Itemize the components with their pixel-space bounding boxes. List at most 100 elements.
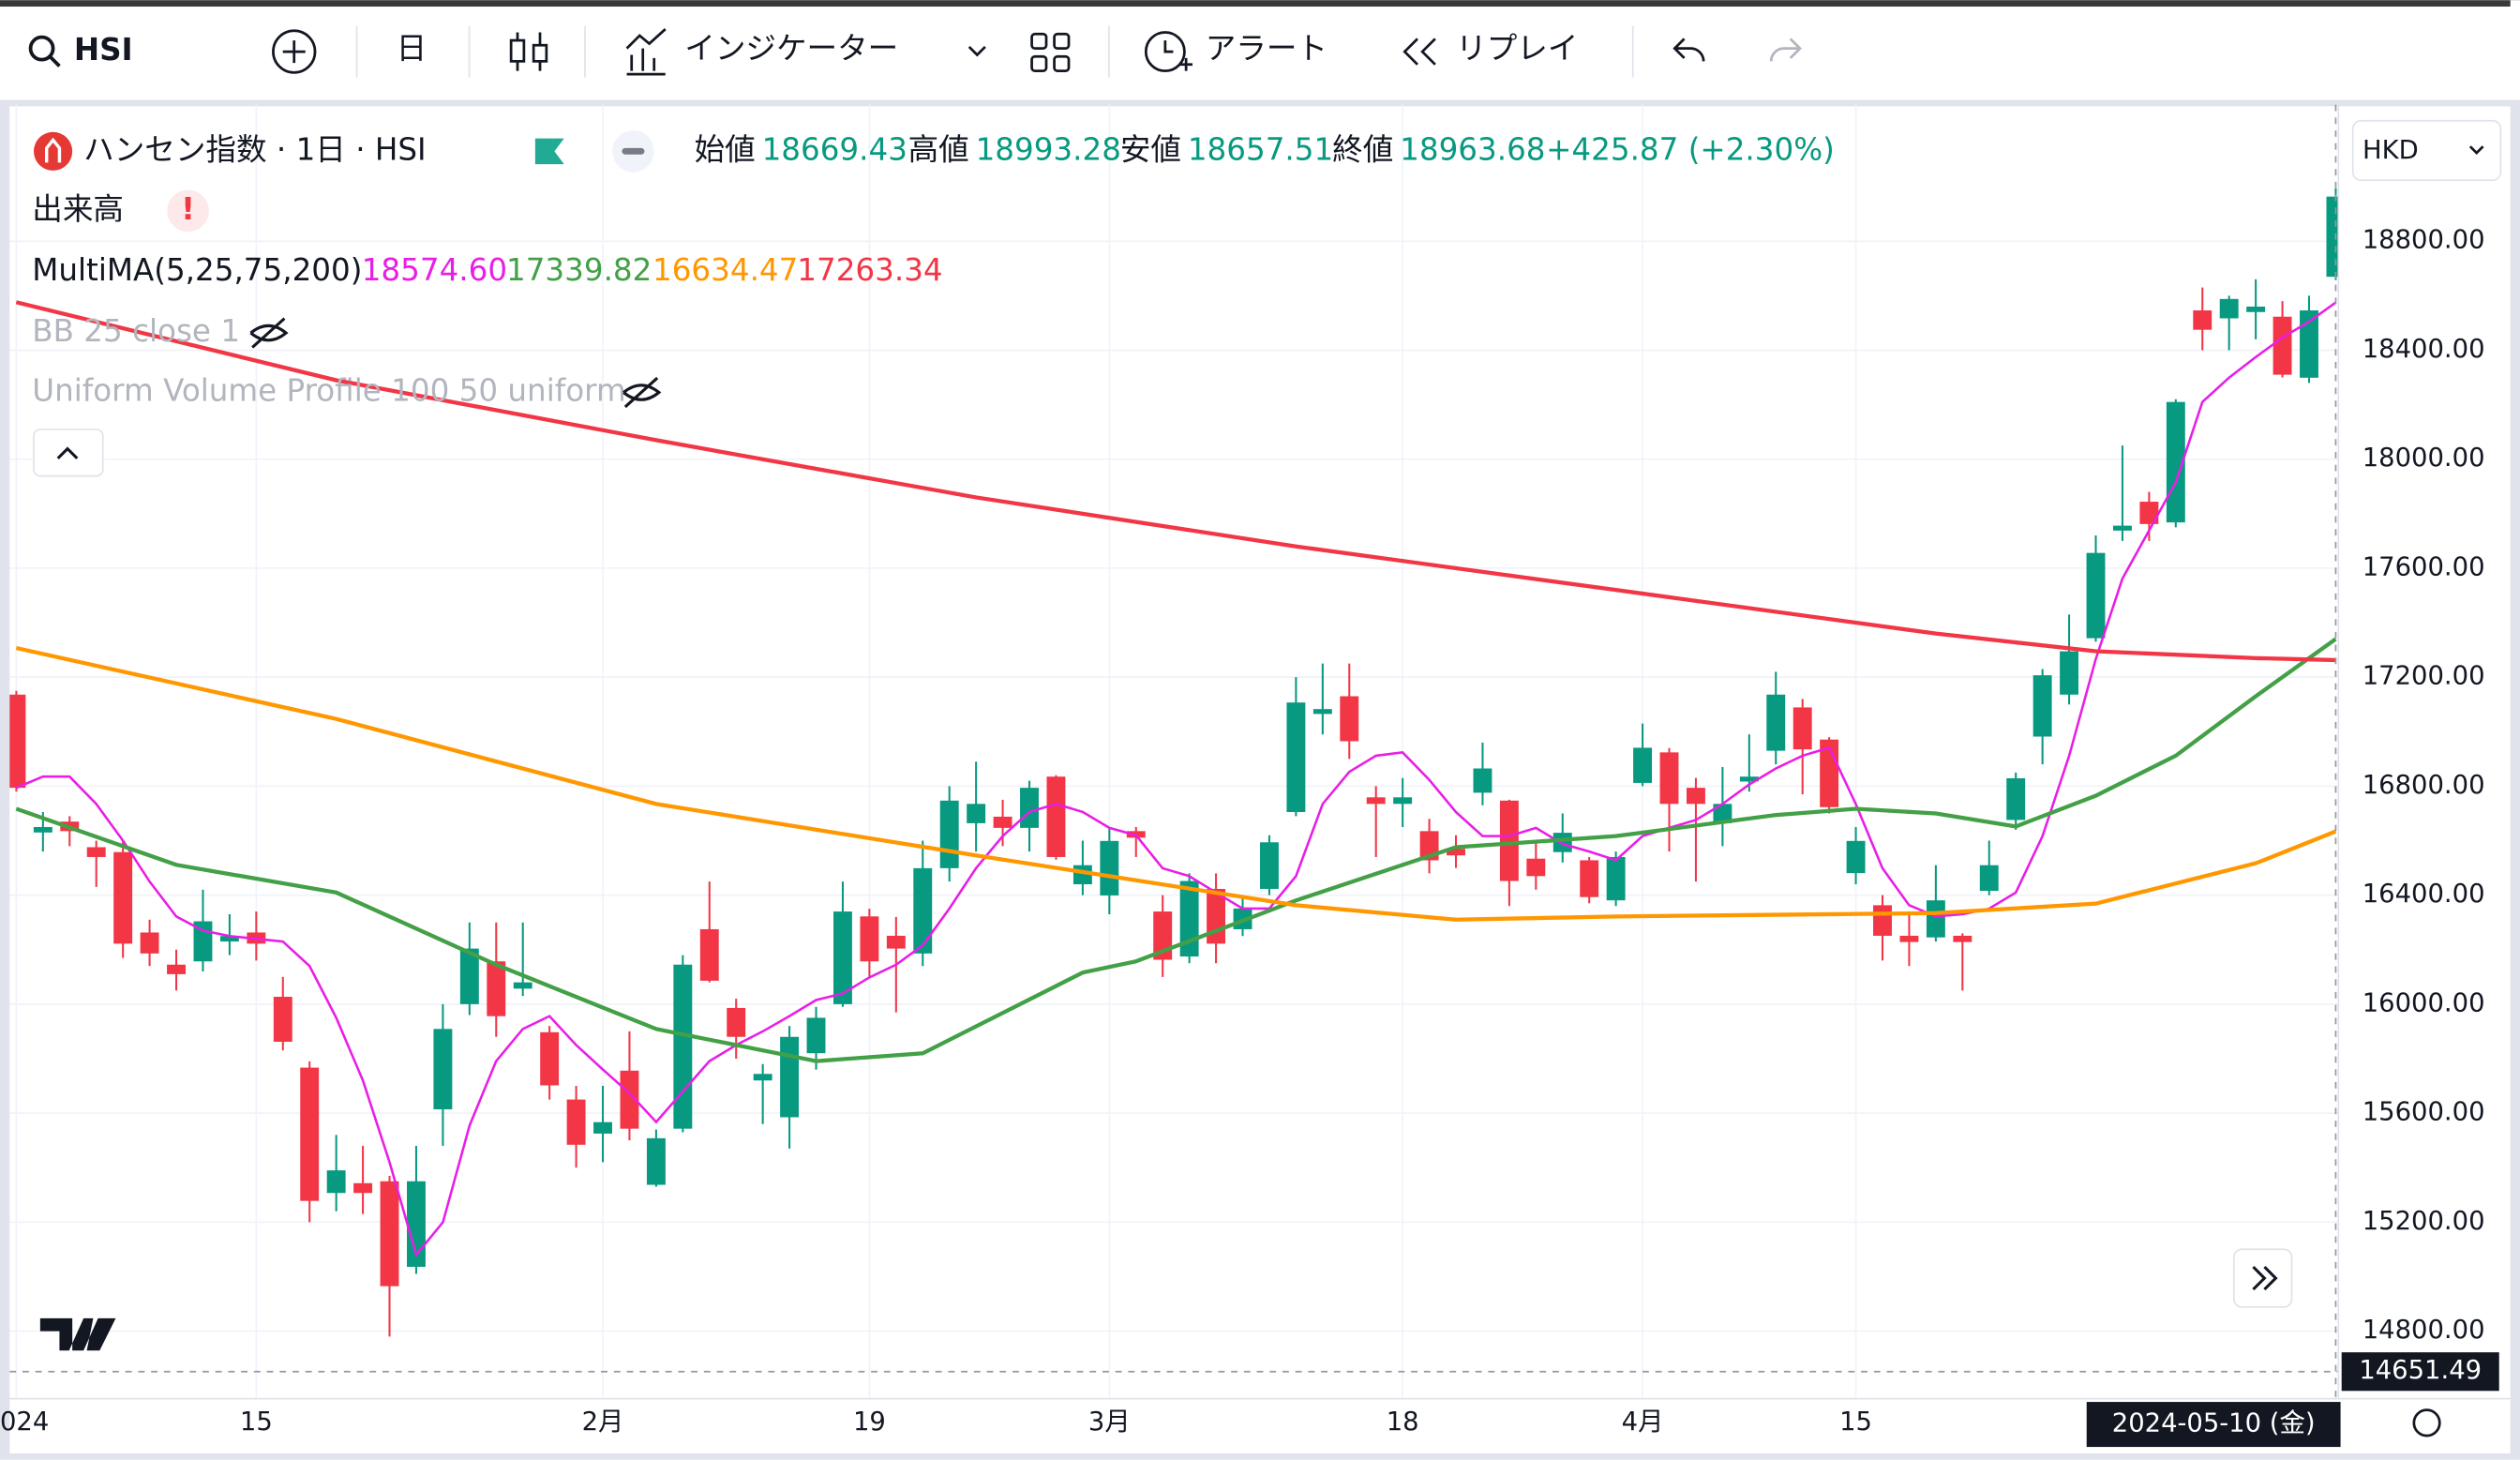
candle-body bbox=[566, 1099, 586, 1145]
add-symbol[interactable] bbox=[272, 29, 317, 74]
candle-body bbox=[1766, 694, 1786, 751]
candle-body bbox=[1792, 707, 1812, 750]
candle-body bbox=[593, 1121, 612, 1134]
low-label: 安値 bbox=[1120, 131, 1181, 167]
x-tick-label: 2月 bbox=[582, 1407, 624, 1437]
warning-icon: ! bbox=[181, 191, 195, 227]
collapse-button[interactable] bbox=[33, 429, 104, 477]
hidden-icon[interactable] bbox=[622, 376, 662, 409]
x-tick-label: 15 bbox=[240, 1407, 273, 1437]
candle-body bbox=[1713, 804, 1732, 823]
candle-body bbox=[913, 867, 933, 954]
candle-body bbox=[886, 935, 906, 949]
y-tick-label: 16800.00 bbox=[2362, 771, 2485, 800]
y-tick-label: 17600.00 bbox=[2362, 552, 2485, 581]
candle-body bbox=[353, 1182, 373, 1194]
candle-body bbox=[459, 948, 479, 1004]
currency: HKD bbox=[2362, 136, 2419, 165]
ma-line bbox=[15, 637, 2337, 1063]
candle-body bbox=[1846, 840, 1866, 874]
candle-body bbox=[2246, 306, 2266, 312]
candle-body bbox=[1526, 858, 1546, 877]
vp-label: Uniform Volume Profile 100 50 uniform bbox=[32, 372, 625, 408]
y-tick-label: 16000.00 bbox=[2362, 988, 2485, 1017]
y-tick-label: 18400.00 bbox=[2362, 335, 2485, 364]
candle-body bbox=[1473, 768, 1492, 793]
candle-body bbox=[140, 932, 159, 954]
candle-body bbox=[326, 1170, 346, 1194]
status-dot bbox=[622, 147, 645, 155]
candle-body bbox=[2300, 310, 2318, 378]
hidden-icon[interactable] bbox=[249, 317, 289, 349]
candle-body bbox=[113, 851, 133, 944]
y-tick-label: 16400.00 bbox=[2362, 880, 2485, 909]
bb-label: BB 25 close 1 bbox=[32, 313, 240, 349]
candle-body bbox=[1926, 900, 1945, 938]
layout-icon[interactable] bbox=[1030, 32, 1071, 73]
candle-body bbox=[806, 1017, 826, 1054]
candle-body bbox=[300, 1067, 320, 1201]
candle-body bbox=[2032, 675, 2052, 737]
alert[interactable]: アラート bbox=[1206, 30, 1328, 66]
market-status bbox=[534, 138, 564, 165]
candle-body bbox=[380, 1181, 399, 1287]
scroll-edge bbox=[2510, 0, 2520, 100]
open-value: 18669.43 bbox=[762, 131, 908, 167]
candle-body bbox=[967, 804, 986, 823]
undo[interactable] bbox=[1672, 38, 1705, 62]
dropdown[interactable] bbox=[968, 45, 986, 57]
crosshair-date: 2024-05-10 (金) bbox=[2112, 1409, 2316, 1438]
ma-value: 16634.47 bbox=[652, 252, 798, 288]
candle-body bbox=[487, 961, 506, 1016]
candle-body bbox=[167, 964, 186, 974]
replay[interactable]: リプレイ bbox=[1456, 30, 1578, 66]
candle-body bbox=[1633, 747, 1653, 783]
settings[interactable] bbox=[2412, 1408, 2441, 1437]
search-icon[interactable] bbox=[28, 35, 55, 62]
top-bar bbox=[0, 0, 2520, 8]
symbol[interactable]: HSI bbox=[74, 32, 133, 68]
candle-body bbox=[1447, 849, 1465, 856]
dropdown bbox=[2468, 145, 2484, 156]
legend: ハンセン指数 · 1日 · HSI 始値 18669.43 高値 18993.2… bbox=[32, 119, 2502, 1437]
candle-body bbox=[1552, 833, 1572, 852]
plot bbox=[9, 104, 2339, 1399]
collapse-icon bbox=[56, 446, 79, 459]
toolbar bbox=[0, 7, 2520, 100]
y-tick-label: 15600.00 bbox=[2362, 1098, 2485, 1127]
high-value: 18993.28 bbox=[976, 131, 1121, 167]
axes: 14800.00 15200.00 15600.00 16000.00 16400.00… bbox=[0, 104, 2511, 1448]
interval[interactable]: 日 bbox=[397, 30, 428, 66]
candle-body bbox=[2060, 651, 2079, 695]
candle-body bbox=[1580, 860, 1599, 897]
warning[interactable] bbox=[167, 189, 209, 233]
candle-body bbox=[620, 1070, 639, 1129]
indicator-icon[interactable] bbox=[625, 28, 667, 76]
candle-body bbox=[1340, 696, 1359, 742]
candle-body bbox=[1020, 788, 1039, 828]
x-tick-label: 18 bbox=[1387, 1407, 1419, 1437]
y-tick-label: 18000.00 bbox=[2362, 444, 2485, 473]
candle-body bbox=[993, 816, 1012, 828]
ma-line bbox=[15, 300, 2336, 663]
crosshair-price-tag bbox=[2341, 1352, 2499, 1392]
add-icon bbox=[282, 40, 306, 64]
indicators[interactable]: インジケーター bbox=[684, 30, 898, 66]
candle-body bbox=[832, 911, 852, 1004]
redo[interactable] bbox=[1769, 38, 1802, 62]
currency-select[interactable] bbox=[2351, 119, 2502, 182]
replay-icon[interactable] bbox=[1402, 38, 1436, 66]
toolbar-items: HSI 日 インジケーター アラート リプレイ bbox=[28, 0, 2520, 100]
candle-body bbox=[753, 1074, 772, 1081]
candle-body bbox=[540, 1031, 560, 1086]
x-tick-label: 2024 bbox=[0, 1407, 49, 1437]
ma-label: MultiMA(5,25,75,200) bbox=[32, 252, 362, 288]
close-label: 終値 bbox=[1332, 131, 1393, 167]
alert-icon[interactable] bbox=[1144, 31, 1186, 73]
volume-label: 出来高 bbox=[32, 191, 124, 227]
candle-body bbox=[2139, 502, 2159, 524]
candle-body bbox=[2219, 298, 2239, 319]
ma-line bbox=[15, 301, 2337, 1257]
candle-body bbox=[727, 1007, 746, 1037]
